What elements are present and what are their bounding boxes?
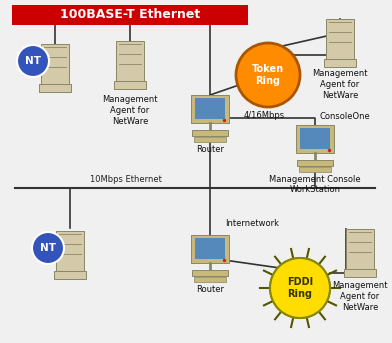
FancyBboxPatch shape bbox=[194, 277, 226, 282]
Text: 10Mbps Ethernet: 10Mbps Ethernet bbox=[90, 175, 162, 184]
FancyBboxPatch shape bbox=[297, 160, 333, 166]
FancyBboxPatch shape bbox=[191, 95, 229, 123]
FancyBboxPatch shape bbox=[39, 84, 71, 92]
FancyBboxPatch shape bbox=[192, 270, 228, 276]
Circle shape bbox=[17, 45, 49, 77]
Text: NT: NT bbox=[40, 243, 56, 253]
FancyBboxPatch shape bbox=[296, 125, 334, 153]
Circle shape bbox=[270, 258, 330, 318]
FancyBboxPatch shape bbox=[195, 98, 225, 119]
FancyBboxPatch shape bbox=[326, 19, 354, 63]
FancyBboxPatch shape bbox=[192, 130, 228, 136]
FancyBboxPatch shape bbox=[12, 5, 248, 25]
FancyBboxPatch shape bbox=[346, 229, 374, 273]
FancyBboxPatch shape bbox=[324, 59, 356, 67]
Circle shape bbox=[236, 43, 300, 107]
Circle shape bbox=[32, 232, 64, 264]
Text: ConsoleOne: ConsoleOne bbox=[320, 112, 371, 121]
Text: 4/16Mbps: 4/16Mbps bbox=[243, 111, 285, 120]
FancyBboxPatch shape bbox=[194, 137, 226, 142]
FancyBboxPatch shape bbox=[41, 44, 69, 88]
Text: FDDI
Ring: FDDI Ring bbox=[287, 277, 313, 299]
Text: 100BASE-T Ethernet: 100BASE-T Ethernet bbox=[60, 9, 200, 22]
FancyBboxPatch shape bbox=[114, 81, 146, 89]
Text: Management
Agent for
NetWare: Management Agent for NetWare bbox=[332, 281, 388, 312]
FancyBboxPatch shape bbox=[191, 235, 229, 263]
Text: Management
Agent for
NetWare: Management Agent for NetWare bbox=[102, 95, 158, 126]
FancyBboxPatch shape bbox=[116, 41, 144, 85]
FancyBboxPatch shape bbox=[195, 238, 225, 259]
FancyBboxPatch shape bbox=[54, 271, 86, 279]
Text: Internetwork: Internetwork bbox=[225, 219, 279, 228]
Text: NT: NT bbox=[25, 56, 41, 66]
Text: Management
Agent for
NetWare: Management Agent for NetWare bbox=[312, 69, 368, 100]
FancyBboxPatch shape bbox=[299, 167, 331, 172]
Text: Management Console
WorkStation: Management Console WorkStation bbox=[269, 175, 361, 194]
FancyBboxPatch shape bbox=[300, 128, 330, 149]
Text: Router: Router bbox=[196, 145, 224, 154]
Text: Router: Router bbox=[196, 285, 224, 294]
FancyBboxPatch shape bbox=[56, 231, 84, 275]
FancyBboxPatch shape bbox=[344, 269, 376, 277]
Text: Token
Ring: Token Ring bbox=[252, 64, 284, 86]
Circle shape bbox=[270, 258, 330, 318]
